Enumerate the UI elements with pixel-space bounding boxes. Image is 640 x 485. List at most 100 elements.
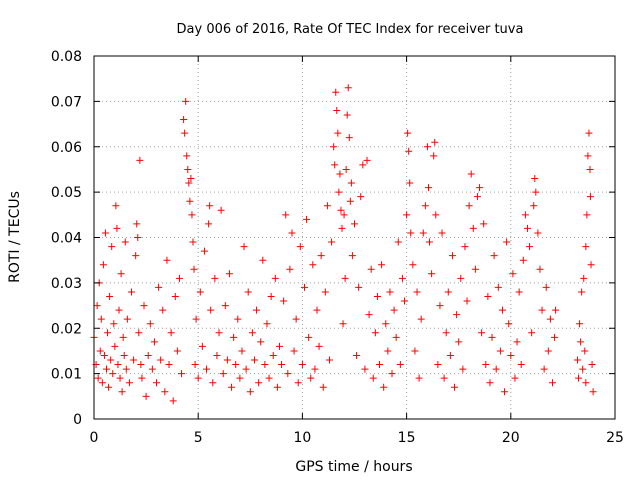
data-point bbox=[99, 261, 107, 269]
data-point bbox=[503, 238, 511, 246]
data-point bbox=[225, 270, 233, 278]
data-point bbox=[333, 106, 341, 114]
data-point bbox=[182, 97, 190, 105]
data-point bbox=[523, 224, 531, 232]
data-point bbox=[488, 333, 496, 341]
data-point bbox=[135, 329, 143, 337]
data-point bbox=[187, 175, 195, 183]
data-point bbox=[183, 152, 191, 160]
data-point bbox=[403, 211, 411, 219]
x-tick-label: 20 bbox=[502, 430, 520, 446]
data-point bbox=[294, 379, 302, 387]
data-point bbox=[444, 288, 452, 296]
data-point bbox=[581, 347, 589, 355]
data-point bbox=[369, 374, 377, 382]
grid bbox=[94, 56, 615, 419]
data-point bbox=[275, 342, 283, 350]
data-point bbox=[185, 179, 193, 187]
data-point bbox=[191, 361, 199, 369]
data-point bbox=[419, 229, 427, 237]
data-point bbox=[97, 315, 105, 323]
data-point bbox=[234, 315, 242, 323]
y-tick-label: 0.07 bbox=[51, 94, 82, 110]
data-point bbox=[457, 274, 465, 282]
data-point bbox=[298, 361, 306, 369]
data-point bbox=[96, 347, 104, 355]
data-point bbox=[115, 306, 123, 314]
data-point bbox=[428, 270, 436, 278]
data-point bbox=[325, 356, 333, 364]
data-point bbox=[401, 297, 409, 305]
data-point bbox=[582, 243, 590, 251]
scatter-points bbox=[90, 84, 597, 405]
data-point bbox=[355, 283, 363, 291]
data-point bbox=[588, 361, 596, 369]
data-point bbox=[471, 265, 479, 273]
data-point bbox=[163, 256, 171, 264]
data-point bbox=[113, 224, 121, 232]
data-point bbox=[336, 170, 344, 178]
x-tick-label: 0 bbox=[90, 430, 99, 446]
data-point bbox=[442, 329, 450, 337]
data-point bbox=[269, 351, 277, 359]
data-point bbox=[430, 152, 438, 160]
data-point bbox=[579, 365, 587, 373]
data-point bbox=[526, 243, 534, 251]
data-point bbox=[413, 288, 421, 296]
data-point bbox=[331, 161, 339, 169]
data-point bbox=[211, 274, 219, 282]
data-point bbox=[341, 274, 349, 282]
data-point bbox=[307, 374, 315, 382]
data-point bbox=[133, 220, 141, 228]
data-point bbox=[108, 243, 116, 251]
data-point bbox=[448, 252, 456, 260]
data-point bbox=[271, 274, 279, 282]
data-point bbox=[345, 134, 353, 142]
data-point bbox=[573, 356, 581, 364]
data-point bbox=[196, 288, 204, 296]
data-point bbox=[200, 247, 208, 255]
data-point bbox=[578, 288, 586, 296]
data-point bbox=[411, 347, 419, 355]
data-point bbox=[118, 388, 126, 396]
data-point bbox=[125, 379, 133, 387]
data-point bbox=[296, 243, 304, 251]
x-axis-label: GPS time / hours bbox=[295, 459, 412, 475]
data-point bbox=[461, 243, 469, 251]
data-point bbox=[217, 206, 225, 214]
data-point bbox=[175, 274, 183, 282]
data-point bbox=[215, 329, 223, 337]
data-point bbox=[122, 365, 130, 373]
x-tick-label: 10 bbox=[293, 430, 311, 446]
data-point bbox=[109, 370, 117, 378]
data-point bbox=[255, 379, 263, 387]
data-point bbox=[469, 224, 477, 232]
data-point bbox=[238, 347, 246, 355]
data-point bbox=[213, 351, 221, 359]
data-point bbox=[106, 292, 114, 300]
data-point bbox=[309, 261, 317, 269]
data-point bbox=[105, 383, 113, 391]
data-point bbox=[161, 388, 169, 396]
data-point bbox=[278, 361, 286, 369]
data-point bbox=[453, 311, 461, 319]
data-point bbox=[181, 129, 189, 137]
data-point bbox=[207, 306, 215, 314]
data-point bbox=[282, 211, 290, 219]
data-point bbox=[431, 138, 439, 146]
data-point bbox=[348, 252, 356, 260]
data-point bbox=[165, 361, 173, 369]
data-point bbox=[339, 320, 347, 328]
data-point bbox=[136, 156, 144, 164]
data-point bbox=[480, 220, 488, 228]
data-point bbox=[548, 379, 556, 387]
data-point bbox=[589, 388, 597, 396]
data-point bbox=[286, 265, 294, 273]
data-point bbox=[515, 288, 523, 296]
data-point bbox=[371, 329, 379, 337]
data-point bbox=[114, 361, 122, 369]
data-point bbox=[146, 320, 154, 328]
data-point bbox=[263, 320, 271, 328]
data-point bbox=[575, 374, 583, 382]
y-axis-label: ROTI / TECUs bbox=[7, 191, 23, 283]
